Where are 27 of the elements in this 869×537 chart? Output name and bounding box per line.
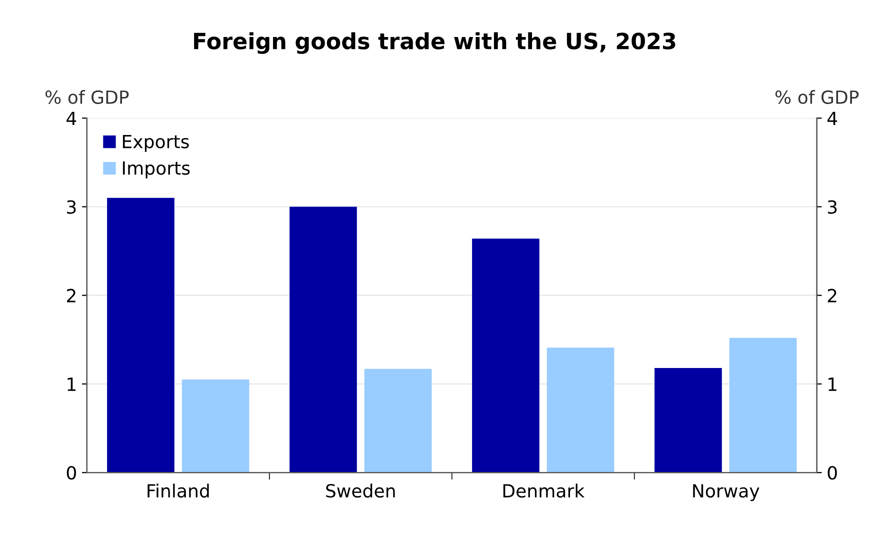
y2-tick-label: 3 bbox=[828, 200, 837, 214]
x-tick-label: Sweden bbox=[326, 484, 395, 498]
bar bbox=[290, 206, 357, 473]
y2-tick-label: 4 bbox=[827, 112, 838, 125]
y2-tick-label: 1 bbox=[828, 378, 836, 391]
bar bbox=[546, 348, 614, 473]
x-tick-label: Finland bbox=[148, 484, 209, 498]
legend-label: Exports bbox=[122, 134, 189, 152]
bar bbox=[472, 238, 540, 473]
bar bbox=[729, 338, 797, 473]
bar bbox=[182, 380, 250, 473]
bar bbox=[654, 368, 722, 473]
bar bbox=[107, 198, 174, 473]
y-tick-label: 4 bbox=[66, 112, 76, 125]
y2-tick-label: 2 bbox=[828, 288, 836, 302]
y-tick-label: 1 bbox=[68, 378, 76, 391]
y-tick-label: 2 bbox=[67, 288, 76, 302]
y-axis-title: % of GDP bbox=[45, 90, 129, 104]
y2-axis-title: % of GDP bbox=[775, 90, 859, 104]
bar bbox=[364, 368, 432, 473]
y2-tick-label: 0 bbox=[828, 466, 837, 480]
y-tick-label: 3 bbox=[67, 200, 76, 214]
y-tick-label: 0 bbox=[66, 466, 76, 480]
x-tick-label: Denmark bbox=[503, 484, 585, 498]
legend-label: Imports bbox=[122, 161, 190, 178]
x-tick-label: Norway bbox=[693, 484, 760, 502]
chart-title: Foreign goods trade with the US, 2023 bbox=[194, 32, 676, 54]
